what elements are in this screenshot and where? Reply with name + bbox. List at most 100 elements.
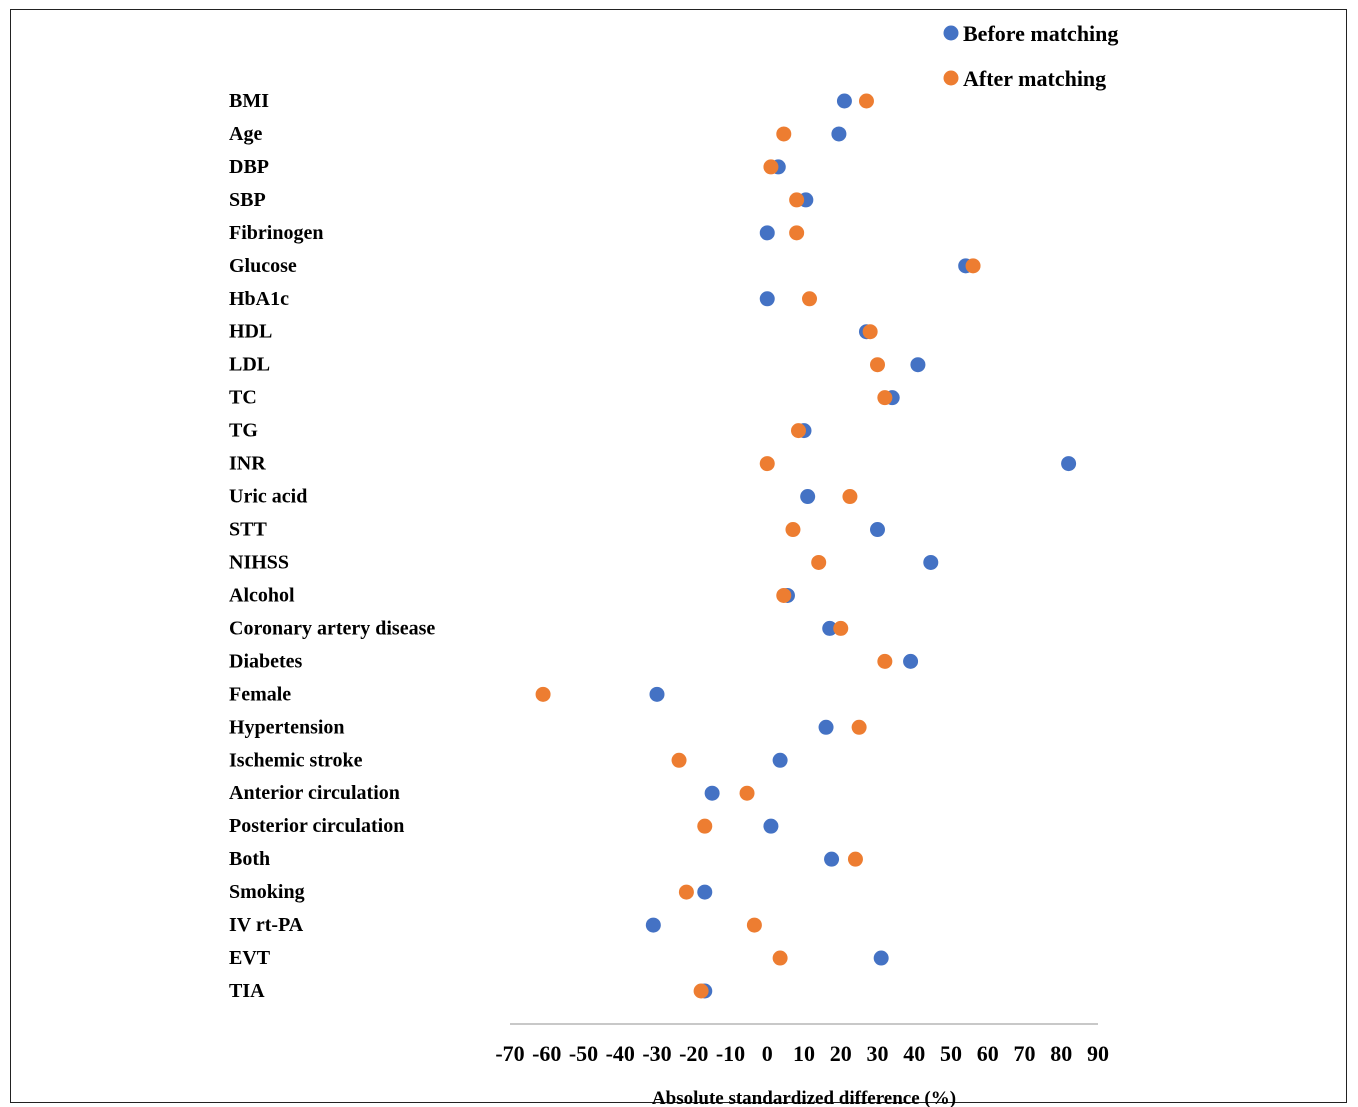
x-tick-label: -60 xyxy=(532,1041,561,1066)
point-before-matching xyxy=(772,752,788,768)
point-after-matching xyxy=(802,291,818,307)
point-before-matching xyxy=(870,522,885,538)
point-before-matching xyxy=(645,917,661,933)
point-after-matching xyxy=(877,390,893,406)
x-tick-label: 80 xyxy=(1050,1041,1072,1066)
point-before-matching xyxy=(831,126,847,142)
point-before-matching xyxy=(763,818,779,834)
category-label: INR xyxy=(229,453,266,475)
point-after-matching xyxy=(739,785,755,801)
point-before-matching xyxy=(910,357,926,373)
point-before-matching xyxy=(903,653,919,669)
point-before-matching xyxy=(822,620,838,636)
point-after-matching xyxy=(763,159,779,175)
point-before-matching xyxy=(836,93,852,109)
category-label: Alcohol xyxy=(229,584,295,606)
category-label: Anterior circulation xyxy=(229,782,400,804)
category-label: TC xyxy=(229,387,257,409)
category-label: HDL xyxy=(229,321,272,343)
category-label: NIHSS xyxy=(229,551,289,573)
x-tick-label: -20 xyxy=(679,1041,708,1066)
point-after-matching xyxy=(811,554,827,570)
point-after-matching xyxy=(785,522,801,538)
category-label: Smoking xyxy=(229,881,305,903)
x-tick-label: 30 xyxy=(867,1041,889,1066)
x-tick-label: 0 xyxy=(762,1041,773,1066)
category-label: Ischemic stroke xyxy=(229,749,363,771)
legend-label: After matching xyxy=(963,66,1106,91)
category-label: TG xyxy=(229,420,258,442)
x-tick-label: 50 xyxy=(940,1041,962,1066)
category-label: LDL xyxy=(229,354,270,376)
point-before-matching xyxy=(1061,456,1077,472)
point-after-matching xyxy=(789,192,805,208)
point-before-matching xyxy=(697,884,713,900)
x-tick-label: 70 xyxy=(1014,1041,1036,1066)
legend-marker xyxy=(943,70,959,86)
point-before-matching xyxy=(873,950,889,966)
point-before-matching xyxy=(818,719,834,735)
category-label: EVT xyxy=(229,947,271,969)
point-before-matching xyxy=(824,851,840,867)
point-after-matching xyxy=(678,884,694,900)
legend-label: Before matching xyxy=(963,21,1118,46)
point-before-matching xyxy=(759,291,775,307)
x-tick-label: 20 xyxy=(830,1041,852,1066)
point-after-matching xyxy=(858,93,874,109)
point-before-matching xyxy=(923,554,939,570)
category-label: HbA1c xyxy=(229,288,289,310)
point-after-matching xyxy=(693,983,709,999)
category-label: TIA xyxy=(229,980,265,1002)
point-after-matching xyxy=(759,456,775,472)
legend-marker xyxy=(943,25,959,41)
point-after-matching xyxy=(833,620,849,636)
x-tick-label: -40 xyxy=(606,1041,635,1066)
point-after-matching xyxy=(535,686,551,702)
chart-frame xyxy=(10,9,1347,1103)
x-axis-ticks: -70 -60 -50 -40 -30 -20 -10 0 10 20 30 40 50 60 70 80 90 xyxy=(495,1041,1109,1066)
point-after-matching xyxy=(697,818,713,834)
category-label: Fibrinogen xyxy=(229,222,323,244)
point-before-matching xyxy=(759,225,775,241)
category-label: Glucose xyxy=(229,255,297,277)
point-after-matching xyxy=(776,587,792,603)
x-tick-label: 60 xyxy=(977,1041,999,1066)
category-label: Age xyxy=(229,123,262,145)
x-tick-label: -10 xyxy=(716,1041,745,1066)
point-before-matching xyxy=(800,489,816,505)
x-axis-title: Absolute standardized difference (%) xyxy=(652,1088,956,1107)
point-after-matching xyxy=(847,851,863,867)
point-after-matching xyxy=(790,423,806,439)
category-label: SBP xyxy=(229,189,266,211)
legend: Before matching After matching xyxy=(943,21,1118,91)
x-tick-label: -70 xyxy=(495,1041,524,1066)
category-label: Coronary artery disease xyxy=(229,617,435,639)
category-label: STT xyxy=(229,519,267,541)
point-after-matching xyxy=(746,917,762,933)
category-labels: BMI Age DBP SBP Fibrinogen Glucose HbA1c HDL LDL… xyxy=(229,90,435,1002)
point-after-matching xyxy=(772,950,788,966)
category-label: DBP xyxy=(229,156,269,178)
point-after-matching xyxy=(862,324,878,340)
point-after-matching xyxy=(789,225,805,241)
x-tick-label: 10 xyxy=(793,1041,815,1066)
point-after-matching xyxy=(877,653,893,669)
data-points xyxy=(535,93,1077,999)
category-label: Diabetes xyxy=(229,650,303,672)
x-tick-label: 90 xyxy=(1087,1041,1109,1066)
point-after-matching xyxy=(870,357,885,373)
category-label: Female xyxy=(229,683,291,705)
point-after-matching xyxy=(965,258,981,274)
category-label: Hypertension xyxy=(229,716,345,738)
category-label: BMI xyxy=(229,90,269,112)
category-label: Both xyxy=(229,848,270,870)
category-label: Uric acid xyxy=(229,486,307,508)
x-tick-label: -30 xyxy=(642,1041,671,1066)
point-after-matching xyxy=(671,752,687,768)
point-after-matching xyxy=(851,719,867,735)
point-before-matching xyxy=(649,686,665,702)
point-after-matching xyxy=(842,489,858,505)
category-label: IV rt-PA xyxy=(229,914,304,936)
point-after-matching xyxy=(776,126,792,142)
